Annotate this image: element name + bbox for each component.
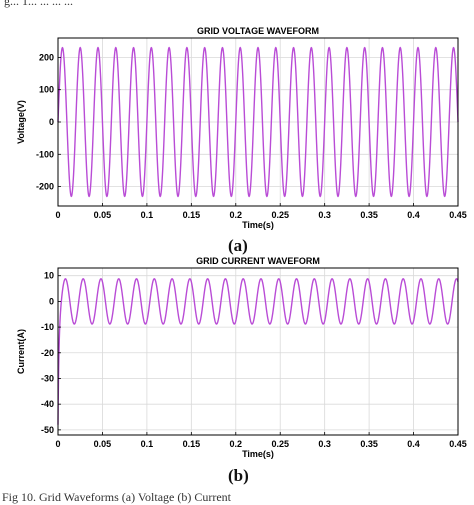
x-tick-label: 0.35	[360, 439, 378, 449]
x-tick-label: 0.35	[360, 210, 378, 220]
x-tick-label: 0.2	[230, 439, 243, 449]
y-tick-label: -40	[41, 399, 54, 409]
top-caption: g... 1... ... ... ...	[4, 0, 73, 8]
y-tick-label: 0	[49, 117, 54, 127]
y-tick-label: -10	[41, 322, 54, 332]
x-tick-label: 0.25	[271, 439, 289, 449]
current-chart: GRID CURRENT WAVEFORM 0 0.05 0.1 0.15 0.2 0.25…	[16, 256, 467, 459]
y-tick-label: 200	[39, 52, 54, 62]
panel-b-label: (b)	[228, 466, 249, 485]
y-axis-label: Voltage(V)	[16, 100, 26, 144]
x-axis-label: Time(s)	[242, 449, 274, 459]
y-tick-label: 10	[44, 271, 54, 281]
waveform-line	[57, 46, 459, 198]
y-tick-label: -20	[41, 348, 54, 358]
x-tick-label: 0.45	[449, 439, 467, 449]
x-tick-label: 0.3	[318, 439, 331, 449]
x-tick-label: 0.1	[141, 439, 154, 449]
x-tick-label: 0.45	[449, 210, 467, 220]
plot-frame	[57, 267, 459, 436]
x-tick-label: 0	[55, 210, 60, 220]
y-tick-label: 0	[49, 296, 54, 306]
y-tick-label: -30	[41, 373, 54, 383]
grid-lines	[57, 268, 459, 435]
y-tick-label: -50	[41, 425, 54, 435]
y-axis-label: Current(A)	[16, 329, 26, 374]
x-tick-label: 0.05	[94, 210, 112, 220]
x-tick-label: 0.25	[271, 210, 289, 220]
x-tick-label: 0.4	[407, 210, 420, 220]
x-tick-label: 0.3	[318, 210, 331, 220]
waveform-line	[57, 278, 459, 425]
y-tick-label: -200	[36, 182, 54, 192]
x-tick-label: 0.15	[183, 210, 201, 220]
panel-a-label: (a)	[228, 236, 248, 255]
y-tick-label: -100	[36, 149, 54, 159]
x-tick-label: 0.1	[141, 210, 154, 220]
x-tick-label: 0.15	[183, 439, 201, 449]
figure-caption: Fig 10. Grid Waveforms (a) Voltage (b) C…	[2, 490, 231, 504]
x-tick-label: 0.05	[94, 439, 112, 449]
voltage-chart: GRID VOLTAGE WAVEFORM 0 0.05 0.1 0.15 0.2 0.25…	[16, 26, 467, 230]
x-axis-label: Time(s)	[242, 220, 274, 230]
x-tick-label: 0	[55, 439, 60, 449]
chart-title: GRID CURRENT WAVEFORM	[196, 256, 320, 266]
chart-title: GRID VOLTAGE WAVEFORM	[197, 26, 319, 36]
y-tick-label: 100	[39, 85, 54, 95]
x-tick-label: 0.2	[230, 210, 243, 220]
x-tick-label: 0.4	[407, 439, 420, 449]
